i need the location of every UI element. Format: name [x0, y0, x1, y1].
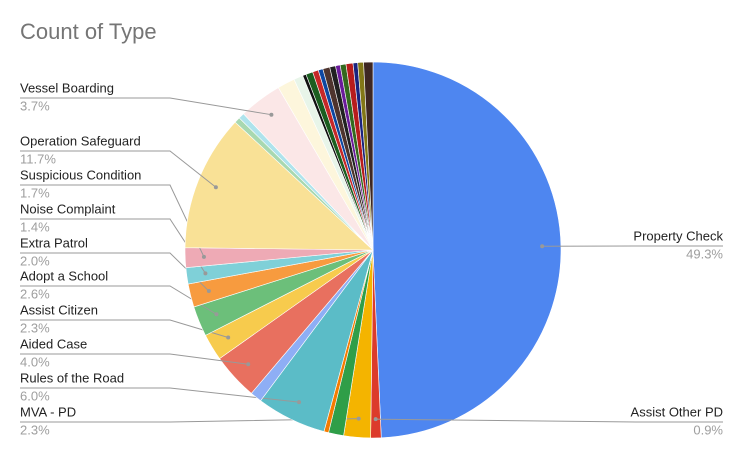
leader-dot [214, 312, 219, 317]
slice-value-label: 1.4% [20, 219, 50, 234]
slice-value-label: 0.9% [693, 422, 723, 437]
leader-line [20, 97, 272, 116]
slice-label: Noise Complaint [20, 201, 116, 216]
slice-value-label: 2.3% [20, 422, 50, 437]
leader-dot [373, 417, 378, 422]
slice-value-label: 1.7% [20, 185, 50, 200]
slice-value-label: 6.0% [20, 388, 50, 403]
leader-dot [213, 185, 218, 190]
slice-label: Aided Case [20, 336, 87, 351]
slice-label: Adopt a School [20, 268, 108, 283]
leader-dot [226, 335, 231, 340]
pie-slice [372, 61, 562, 439]
leader-dot [540, 244, 545, 249]
leader-dot [206, 289, 211, 294]
leader-dot [297, 400, 302, 405]
leader-dot [356, 416, 361, 421]
leader-line [20, 353, 249, 365]
leader-dot [269, 112, 274, 117]
slice-label: Operation Safeguard [20, 133, 141, 148]
leader-dot [246, 362, 251, 367]
slice-value-label: 2.0% [20, 253, 50, 268]
slice-label: Suspicious Condition [20, 167, 141, 182]
slice-label: Assist Other PD [631, 404, 723, 419]
leader-dot [201, 254, 206, 259]
slice-label: Vessel Boarding [20, 80, 114, 95]
pie-slice [363, 61, 374, 251]
slice-label: MVA - PD [20, 404, 76, 419]
slice-value-label: 3.7% [20, 98, 50, 113]
slice-value-label: 49.3% [686, 246, 723, 261]
leader-dot [203, 271, 208, 276]
slice-label: Property Check [633, 228, 723, 243]
slice-value-label: 4.0% [20, 354, 50, 369]
slice-label: Assist Citizen [20, 302, 98, 317]
slice-value-label: 11.7% [20, 151, 56, 166]
pie-slice [184, 121, 374, 251]
leader-line [375, 418, 723, 423]
slice-value-label: 2.3% [20, 320, 50, 335]
slice-label: Rules of the Road [20, 370, 124, 385]
leader-line [20, 150, 217, 188]
chart-title: Count of Type [20, 19, 157, 44]
slice-label: Extra Patrol [20, 235, 88, 250]
leader-line [20, 319, 229, 338]
slice-value-label: 2.6% [20, 286, 50, 301]
